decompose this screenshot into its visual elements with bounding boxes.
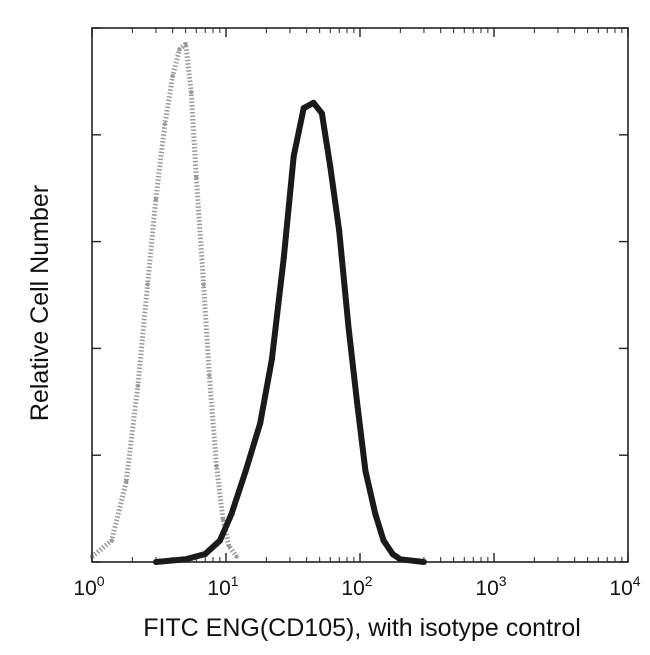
data-point: [201, 282, 206, 287]
data-point: [124, 479, 129, 484]
x-tick-label: 101: [207, 573, 238, 600]
series-1: [90, 41, 239, 559]
data-point: [162, 122, 167, 127]
x-tick-label: 103: [475, 573, 506, 600]
data-point: [242, 468, 249, 475]
data-point: [216, 537, 223, 544]
x-axis-label: FITC ENG(CD105), with isotype control: [143, 614, 581, 642]
data-point: [170, 74, 175, 79]
series-layer: [90, 41, 427, 565]
data-point: [300, 105, 307, 112]
data-point: [135, 383, 140, 388]
data-point: [145, 282, 150, 287]
data-point: [194, 175, 199, 180]
data-point: [327, 163, 334, 170]
data-point: [318, 110, 325, 117]
data-point: [153, 196, 158, 201]
data-point: [290, 153, 297, 160]
data-point: [177, 47, 182, 52]
data-point: [280, 254, 287, 261]
data-point: [389, 550, 396, 557]
y-axis-label: Relative Cell Number: [26, 185, 54, 421]
data-point: [109, 538, 114, 543]
data-point: [221, 517, 226, 522]
data-point: [207, 373, 212, 378]
data-point: [345, 324, 352, 331]
data-point: [183, 42, 188, 47]
data-point: [372, 510, 379, 517]
data-point: [234, 554, 239, 559]
data-point: [228, 510, 235, 517]
plot-border: [91, 27, 629, 563]
data-point: [202, 550, 209, 557]
x-tick-label: 100: [73, 573, 104, 600]
data-point: [214, 463, 219, 468]
data-point: [354, 398, 361, 405]
data-point: [257, 420, 264, 427]
data-point: [336, 227, 343, 234]
series-line: [90, 41, 239, 559]
data-point: [226, 543, 231, 548]
data-point: [362, 468, 369, 475]
ticks-layer: 100 101 102 103 104: [73, 27, 641, 600]
x-tick-label: 104: [609, 573, 640, 600]
data-point: [268, 356, 275, 363]
plot-frame: [91, 27, 629, 563]
data-point: [189, 90, 194, 95]
series-2: [152, 99, 427, 565]
x-tick-label: 102: [341, 573, 372, 600]
data-point: [310, 99, 317, 106]
data-point: [380, 537, 387, 544]
